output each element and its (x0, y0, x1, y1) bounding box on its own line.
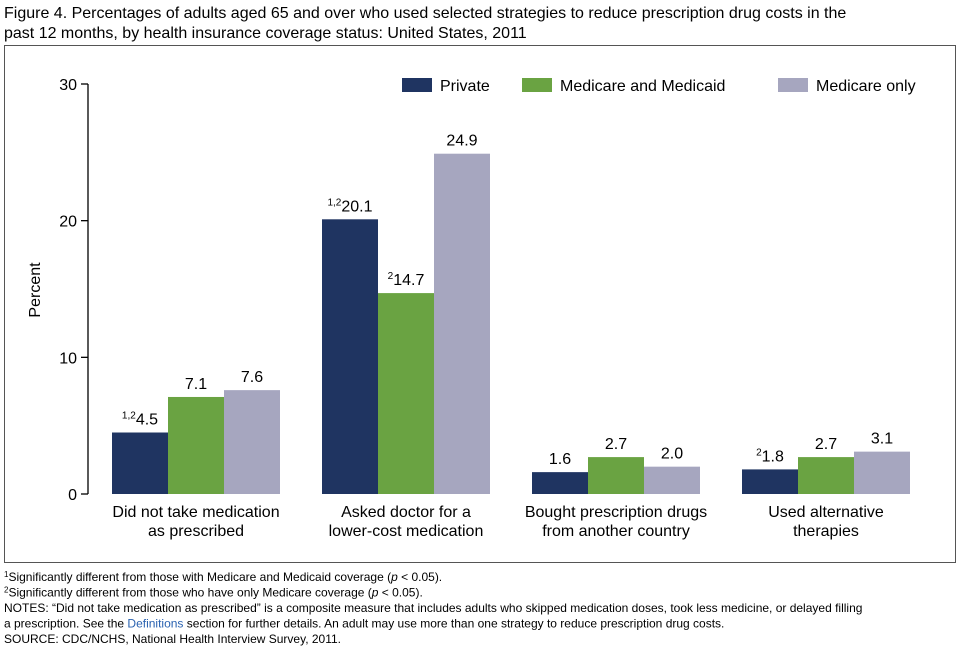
footnote: a prescription. See the Definitions sect… (4, 617, 724, 631)
footnote-text: p (371, 586, 379, 600)
x-tick-label: Used alternative (768, 504, 884, 521)
legend-swatch (522, 78, 552, 92)
value-label-text: 4.5 (136, 412, 158, 429)
chart-frame (4, 45, 956, 563)
value-label-text: 14.7 (393, 272, 424, 289)
bar (112, 432, 168, 494)
footnote: 1Significantly different from those with… (4, 570, 442, 584)
value-label: 3.1 (871, 431, 893, 448)
value-label-text: 2.7 (815, 436, 837, 453)
value-label: 2.7 (605, 436, 627, 453)
legend-label: Medicare and Medicaid (560, 78, 725, 95)
x-tick-label: lower-cost medication (329, 523, 484, 540)
y-tick-label: 30 (59, 77, 77, 94)
x-tick-label: Did not take medication (112, 504, 279, 521)
footnote-text: Significantly different from those who h… (8, 586, 371, 600)
footnote-link[interactable]: Definitions (127, 617, 183, 631)
bar (532, 472, 588, 494)
chart-title: Figure 4. Percentages of adults aged 65 … (4, 5, 846, 22)
value-label-mark: 1,2 (122, 411, 136, 422)
x-tick-label: Bought prescription drugs (525, 504, 707, 521)
bar (742, 469, 798, 494)
value-label: 1,220.1 (327, 197, 372, 215)
value-label-text: 1.8 (762, 448, 784, 465)
value-label: 1,24.5 (122, 411, 158, 429)
value-label-text: 2.7 (605, 436, 627, 453)
value-label-text: 7.1 (185, 376, 207, 393)
footnote: SOURCE: CDC/NCHS, National Health Interv… (4, 632, 341, 646)
bar (224, 390, 280, 494)
value-label-text: 24.9 (446, 133, 477, 150)
value-label-text: 3.1 (871, 431, 893, 448)
footnote-text: < 0.05). (378, 586, 422, 600)
footnote-text: SOURCE: CDC/NCHS, National Health Interv… (4, 632, 341, 646)
y-axis-label: Percent (27, 262, 44, 318)
y-tick-label: 10 (59, 350, 77, 367)
bar (168, 396, 224, 494)
footnote-text: NOTES: “Did not take medication as presc… (4, 601, 862, 615)
value-label: 21.8 (756, 447, 784, 465)
legend-label: Private (440, 78, 490, 95)
value-label: 2.7 (815, 436, 837, 453)
bar (588, 457, 644, 494)
footnote-text: 2 (4, 586, 9, 595)
value-label: 214.7 (388, 271, 425, 289)
chart-title: past 12 months, by health insurance cove… (4, 25, 527, 42)
footnote-text: Significantly different from those with … (8, 570, 391, 584)
value-label-text: 1.6 (549, 451, 571, 468)
bar (378, 293, 434, 494)
legend-swatch (402, 78, 432, 92)
value-label-text: 2.0 (661, 446, 683, 463)
y-tick-label: 20 (59, 214, 77, 231)
x-tick-label: as prescribed (148, 523, 244, 540)
bar (798, 457, 854, 494)
footnote: NOTES: “Did not take medication as presc… (4, 601, 862, 615)
bar (854, 451, 910, 494)
value-label: 24.9 (446, 133, 477, 150)
bar (644, 466, 700, 494)
value-label-mark: 2 (388, 271, 394, 282)
x-tick-label: therapies (793, 523, 859, 540)
bar (322, 219, 378, 495)
value-label: 7.1 (185, 376, 207, 393)
footnote-text: section for further details. An adult ma… (183, 617, 724, 631)
legend-label: Medicare only (816, 78, 916, 95)
value-label: 2.0 (661, 446, 683, 463)
value-label: 7.6 (241, 369, 263, 386)
x-tick-label: Asked doctor for a (341, 504, 471, 521)
value-label-text: 7.6 (241, 369, 263, 386)
value-label: 1.6 (549, 451, 571, 468)
value-label-mark: 1,2 (327, 197, 341, 208)
footnote-text: 1 (4, 570, 9, 579)
footnote-text: < 0.05). (398, 570, 442, 584)
bar (434, 153, 490, 494)
footnote: 2Significantly different from those who … (4, 586, 423, 600)
footnote-text: a prescription. See the (4, 617, 127, 631)
value-label-text: 20.1 (341, 198, 372, 215)
value-label-mark: 2 (756, 447, 762, 458)
legend-swatch (778, 78, 808, 92)
x-tick-label: from another country (542, 523, 690, 540)
footnote-text: p (390, 570, 398, 584)
y-tick-label: 0 (68, 487, 77, 504)
